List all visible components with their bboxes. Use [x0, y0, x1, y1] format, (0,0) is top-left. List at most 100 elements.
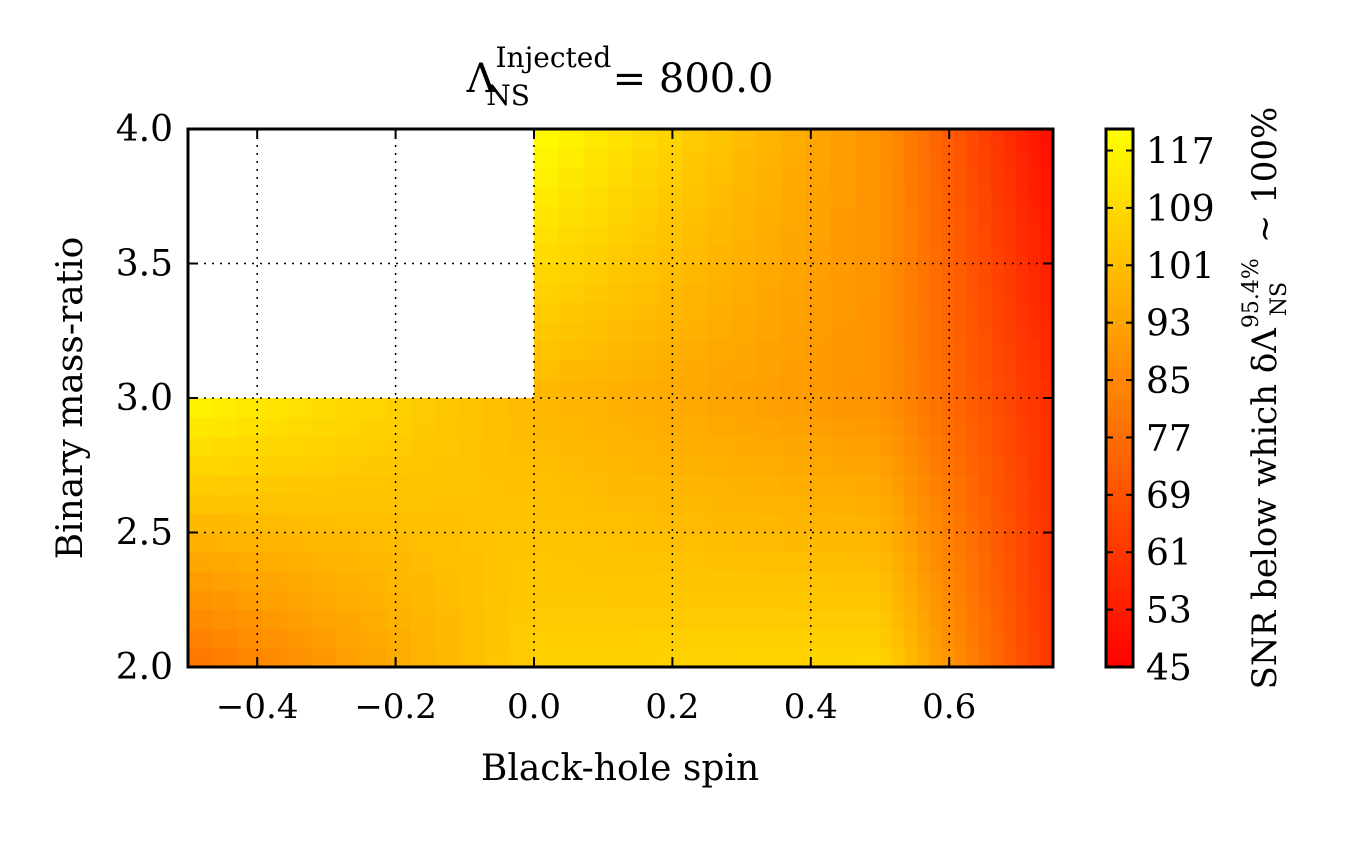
heatmap-cell: [954, 455, 968, 476]
heatmap-cell: [410, 455, 436, 476]
heatmap-cell: [534, 301, 560, 322]
heatmap-cell: [756, 148, 782, 169]
heatmap-cell: [756, 436, 782, 457]
heatmap-cell: [830, 129, 856, 149]
heatmap-cell: [385, 590, 412, 611]
heatmap-cell: [954, 532, 968, 553]
heatmap-cell: [978, 148, 992, 169]
heatmap-cell: [262, 590, 288, 611]
heatmap-cell: [731, 628, 758, 649]
heatmap-cell: [682, 301, 708, 322]
heatmap-cell: [311, 647, 337, 667]
heatmap-cell: [657, 513, 683, 534]
heatmap-cell: [756, 590, 782, 611]
heatmap-cell: [966, 148, 980, 169]
heatmap-cell: [583, 474, 609, 495]
heatmap-cell: [657, 551, 683, 572]
heatmap-cell: [509, 513, 535, 534]
heatmap-cell: [904, 551, 918, 572]
heatmap-cell: [756, 321, 782, 342]
heatmap-cell: [484, 609, 510, 630]
heatmap-cell: [1015, 167, 1029, 188]
heatmap-cell: [707, 590, 733, 611]
heatmap-cell: [632, 570, 659, 591]
heatmap-cell: [484, 570, 510, 591]
heatmap-cell: [632, 167, 659, 188]
heatmap-cell: [262, 532, 288, 553]
heatmap-cell: [904, 647, 918, 667]
heatmap-cell: [534, 205, 560, 226]
heatmap-cell: [336, 474, 362, 495]
heatmap-cell: [1028, 129, 1042, 149]
heatmap-cell: [262, 647, 288, 667]
heatmap-cell: [385, 455, 412, 476]
heatmap-cell: [311, 628, 337, 649]
heatmap-cell: [966, 129, 980, 149]
heatmap-cell: [805, 378, 832, 399]
heatmap-cell: [954, 244, 968, 265]
heatmap-cell: [336, 570, 362, 591]
heatmap-cell: [941, 628, 955, 649]
heatmap-cell: [941, 282, 955, 303]
heatmap-cell: [1028, 148, 1042, 169]
heatmap-cell: [410, 570, 436, 591]
heatmap-cell: [781, 513, 807, 534]
heatmap-cell: [1040, 340, 1053, 361]
heatmap-cell: [311, 417, 337, 438]
heatmap-cell: [904, 340, 918, 361]
heatmap-cell: [1028, 647, 1042, 667]
heatmap-cell: [756, 532, 782, 553]
heatmap-cell: [954, 321, 968, 342]
heatmap-cell: [509, 417, 535, 438]
heatmap-cell: [892, 570, 906, 591]
heatmap-cell: [657, 647, 683, 667]
heatmap-cell: [632, 532, 659, 553]
heatmap-cell: [583, 398, 609, 418]
heatmap-cell: [929, 417, 943, 438]
heatmap-cell: [892, 436, 906, 457]
heatmap-cell: [966, 474, 980, 495]
heatmap-cell: [682, 225, 708, 245]
heatmap-cell: [781, 263, 807, 284]
heatmap-cell: [805, 570, 832, 591]
heatmap-cell: [1028, 301, 1042, 322]
heatmap-cell: [929, 186, 943, 207]
heatmap-cell: [855, 282, 881, 303]
heatmap-cell: [892, 455, 906, 476]
heatmap-cell: [286, 436, 313, 457]
heatmap-cell: [941, 378, 955, 399]
heatmap-cell: [991, 551, 1005, 572]
heatmap-cell: [583, 148, 609, 169]
heatmap-cell: [583, 590, 609, 611]
heatmap-cell: [682, 474, 708, 495]
heatmap-cell: [1015, 551, 1029, 572]
heatmap-cell: [385, 417, 412, 438]
heatmap-cell: [534, 532, 560, 553]
heatmap-cell: [286, 474, 313, 495]
heatmap-cell: [1015, 282, 1029, 303]
colorbar-tick-label: 45: [1146, 648, 1192, 689]
heatmap-cell: [435, 628, 461, 649]
heatmap-cell: [385, 628, 412, 649]
heatmap-cell: [855, 609, 881, 630]
heatmap-cell: [978, 417, 992, 438]
heatmap-cell: [917, 417, 931, 438]
heatmap-cell: [509, 647, 535, 667]
colorbar: [1104, 127, 1135, 669]
heatmap-cell: [188, 609, 214, 630]
heatmap-cell: [608, 436, 634, 457]
heatmap-cell: [558, 570, 585, 591]
heatmap-cell: [336, 609, 362, 630]
heatmap-cell: [781, 359, 807, 380]
heatmap-cell: [583, 455, 609, 476]
heatmap-cell: [534, 570, 560, 591]
heatmap-cell: [781, 436, 807, 457]
heatmap-cell: [904, 244, 918, 265]
heatmap-cell: [484, 417, 510, 438]
heatmap-cell: [941, 148, 955, 169]
heatmap-cell: [731, 494, 758, 514]
heatmap-cell: [657, 244, 683, 265]
heatmap-cell: [707, 282, 733, 303]
heatmap-cell: [336, 532, 362, 553]
heatmap-cell: [707, 628, 733, 649]
